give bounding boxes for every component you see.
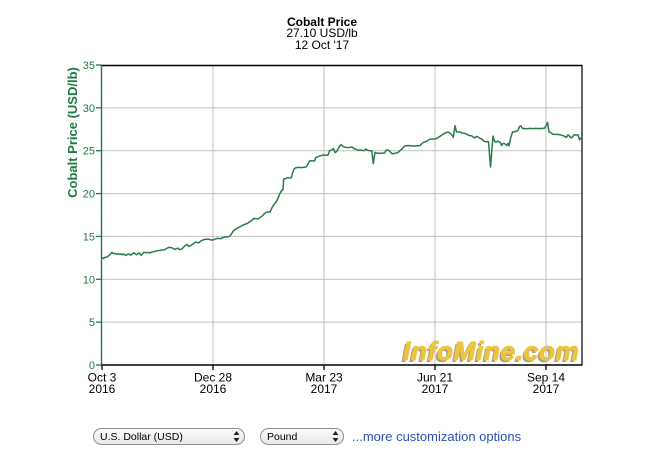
svg-text:Mar 23: Mar 23: [305, 371, 343, 385]
svg-text:5: 5: [89, 317, 95, 329]
svg-text:2017: 2017: [422, 382, 449, 396]
svg-text:Sep 14: Sep 14: [527, 371, 565, 385]
svg-text:15: 15: [83, 231, 95, 243]
svg-text:25: 25: [83, 146, 95, 158]
svg-text:2016: 2016: [200, 382, 227, 396]
svg-text:20: 20: [83, 189, 95, 201]
svg-text:Cobalt Price (USD/lb): Cobalt Price (USD/lb): [65, 67, 80, 198]
svg-text:30: 30: [83, 103, 95, 115]
svg-text:35: 35: [83, 60, 95, 72]
svg-text:0: 0: [89, 360, 95, 372]
svg-text:2017: 2017: [311, 382, 338, 396]
svg-text:Dec 28: Dec 28: [194, 371, 232, 385]
svg-text:10: 10: [83, 274, 95, 286]
svg-text:2016: 2016: [89, 382, 116, 396]
svg-text:Jun 21: Jun 21: [417, 371, 453, 385]
svg-text:2017: 2017: [533, 382, 560, 396]
svg-text:Oct 3: Oct 3: [88, 371, 117, 385]
